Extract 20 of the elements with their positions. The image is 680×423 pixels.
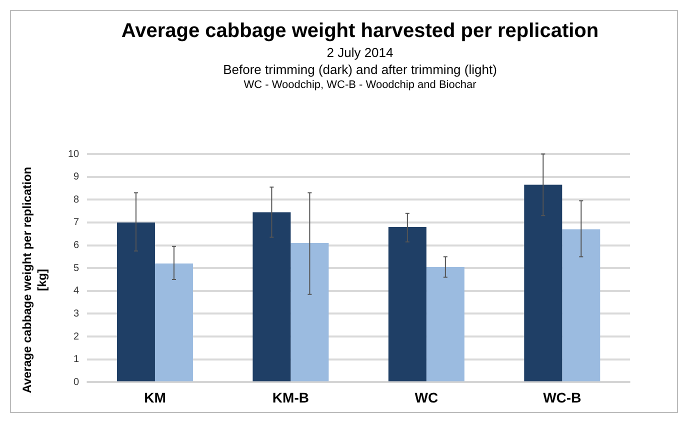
y-axis-title: Average cabbage weight per replication [kg] xyxy=(20,166,50,394)
chart-title: Average cabbage weight harvested per replication xyxy=(120,20,600,43)
y-tick-label: 8 xyxy=(74,194,80,206)
y-tick-label: 0 xyxy=(74,376,80,388)
y-tick-label: 1 xyxy=(74,354,80,366)
y-tick-label: 6 xyxy=(74,240,80,252)
y-tick-label: 3 xyxy=(74,308,80,320)
x-tick-label: WC xyxy=(414,389,438,406)
x-tick-label: WC-B xyxy=(543,389,582,406)
y-tick-label: 5 xyxy=(74,262,80,274)
y-tick-label: 4 xyxy=(74,286,80,297)
text: WC - Woodchip, WC-B - Woodchip and Biochar xyxy=(242,79,478,91)
text: Before trimming (dark) and after trimming (light) xyxy=(222,62,498,77)
chart-subtitle: 2 July 2014 xyxy=(326,45,394,60)
x-tick-label: KM-B xyxy=(272,389,309,406)
y-tick-label: 10 xyxy=(68,148,80,160)
y-tick-label: 9 xyxy=(74,172,80,183)
x-tick-label: KM xyxy=(144,389,166,406)
y-tick-label: 7 xyxy=(74,217,80,228)
y-tick-label: 2 xyxy=(74,331,80,342)
